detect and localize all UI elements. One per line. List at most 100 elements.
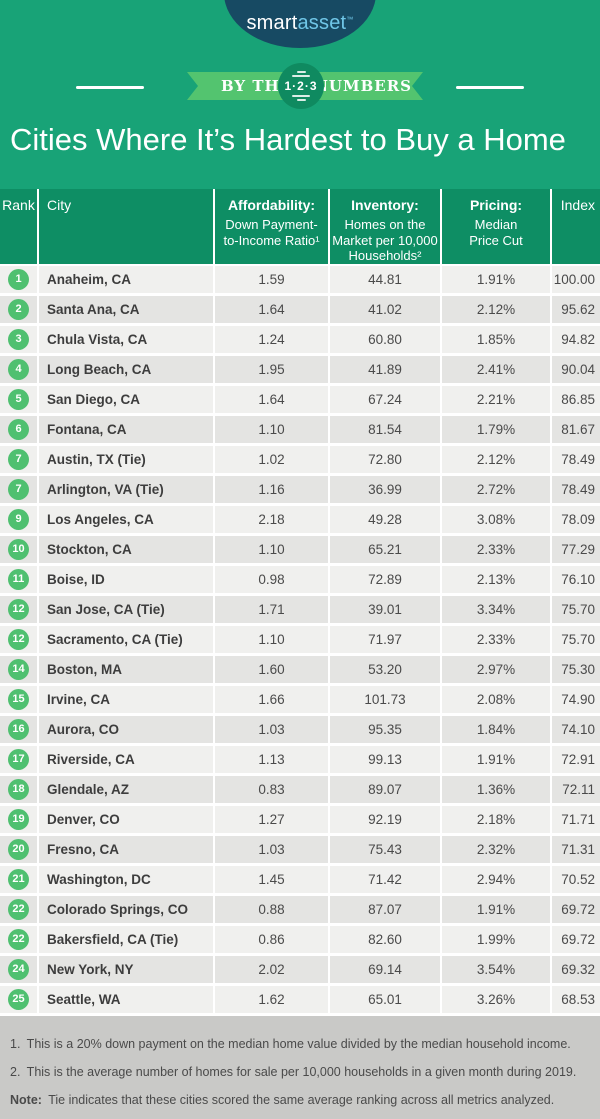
table-row: 5 San Diego, CA 1.64 67.24 2.21% 86.85 <box>0 386 600 413</box>
rank-badge: 5 <box>8 389 29 410</box>
cell-rank: 11 <box>0 566 39 593</box>
table-row: 6 Fontana, CA 1.10 81.54 1.79% 81.67 <box>0 416 600 443</box>
cell-index: 71.31 <box>552 836 600 863</box>
cell-index: 94.82 <box>552 326 600 353</box>
rank-badge: 20 <box>8 839 29 860</box>
cell-pricing: 2.13% <box>442 566 552 593</box>
table-row: 21 Washington, DC 1.45 71.42 2.94% 70.52 <box>0 866 600 893</box>
cell-pricing: 2.08% <box>442 686 552 713</box>
column-header-city: City <box>39 189 215 264</box>
cell-index: 95.62 <box>552 296 600 323</box>
cell-rank: 24 <box>0 956 39 983</box>
cell-rank: 4 <box>0 356 39 383</box>
footnotes-section: 1. This is a 20% down payment on the med… <box>0 1016 600 1119</box>
cell-pricing: 1.79% <box>442 416 552 443</box>
table-row: 9 Los Angeles, CA 2.18 49.28 3.08% 78.09 <box>0 506 600 533</box>
cell-index: 72.91 <box>552 746 600 773</box>
header-subline: Price Cut <box>469 232 523 248</box>
ribbon-text-left: BY THE <box>221 77 293 95</box>
cell-affordability: 0.83 <box>215 776 330 803</box>
cell-pricing: 2.41% <box>442 356 552 383</box>
cell-inventory: 60.80 <box>330 326 442 353</box>
cell-city: Washington, DC <box>39 866 215 893</box>
column-header-affordability: Affordability: Down Payment-to-Income Ra… <box>215 189 330 264</box>
table-row: 20 Fresno, CA 1.03 75.43 2.32% 71.31 <box>0 836 600 863</box>
cell-city: Fresno, CA <box>39 836 215 863</box>
cell-pricing: 3.34% <box>442 596 552 623</box>
cell-city: Sacramento, CA (Tie) <box>39 626 215 653</box>
column-header-pricing-label: Pricing: <box>469 197 523 213</box>
footnote-prefix: 2. <box>10 1065 21 1079</box>
column-header-rank: Rank <box>0 189 39 264</box>
cell-inventory: 72.80 <box>330 446 442 473</box>
cell-rank: 12 <box>0 596 39 623</box>
cell-affordability: 1.16 <box>215 476 330 503</box>
cell-city: Aurora, CO <box>39 716 215 743</box>
header-subline: to-Income Ratio¹ <box>223 232 320 248</box>
numbers-badge: 1·2·3 <box>278 63 324 109</box>
cell-rank: 5 <box>0 386 39 413</box>
cell-inventory: 99.13 <box>330 746 442 773</box>
badge-decoration-line <box>296 71 306 73</box>
footnote: 1. This is a 20% down payment on the med… <box>10 1037 571 1051</box>
rank-badge: 3 <box>8 329 29 350</box>
cell-city: Denver, CO <box>39 806 215 833</box>
cell-affordability: 1.03 <box>215 836 330 863</box>
cell-affordability: 1.60 <box>215 656 330 683</box>
footnote-prefix: Note: <box>10 1093 42 1107</box>
cell-rank: 2 <box>0 296 39 323</box>
smartasset-logo-text: smartasset™ <box>246 12 353 35</box>
cell-affordability: 1.10 <box>215 536 330 563</box>
header-subline: Market per 10,000 <box>332 232 438 248</box>
logo-word-smart: smart <box>246 12 298 34</box>
cell-pricing: 1.91% <box>442 896 552 923</box>
cell-inventory: 95.35 <box>330 716 442 743</box>
rank-badge: 12 <box>8 599 29 620</box>
rank-badge: 25 <box>8 989 29 1010</box>
cell-index: 69.72 <box>552 926 600 953</box>
badge-decoration-line <box>292 75 310 77</box>
cell-pricing: 3.54% <box>442 956 552 983</box>
cell-city: Anaheim, CA <box>39 266 215 293</box>
table-row: 7 Arlington, VA (Tie) 1.16 36.99 2.72% 78.49 <box>0 476 600 503</box>
table-row: 3 Chula Vista, CA 1.24 60.80 1.85% 94.82 <box>0 326 600 353</box>
table-row: 22 Colorado Springs, CO (Tie)0.8887.071.9… <box>0 896 600 944</box>
cell-pricing: 1.85% <box>442 326 552 353</box>
cell-inventory: 101.73 <box>330 686 442 713</box>
cell-pricing: 3.26% <box>442 986 552 1013</box>
cell-pricing: 1.36% <box>442 776 552 803</box>
cell-inventory: 87.07 <box>330 896 442 923</box>
header-subline: Households² <box>348 248 422 263</box>
cell-city: Chula Vista, CA <box>39 326 215 353</box>
table-row: 15 Irvine, CA 1.66 101.73 2.08% 74.90 <box>0 686 600 713</box>
cell-affordability: 1.95 <box>215 356 330 383</box>
cell-inventory: 92.19 <box>330 806 442 833</box>
cell-index: 68.53 <box>552 986 600 1013</box>
rank-badge: 19 <box>8 809 29 830</box>
cell-affordability: 1.10 <box>215 416 330 443</box>
table-row: 24 New York, NY 2.02 69.14 3.54% 69.32 <box>0 956 600 983</box>
cell-affordability: 1.45 <box>215 866 330 893</box>
rank-badge: 15 <box>8 689 29 710</box>
cell-index: 75.70 <box>552 596 600 623</box>
cell-inventory: 44.81 <box>330 266 442 293</box>
cell-inventory: 75.43 <box>330 836 442 863</box>
cell-affordability: 0.98 <box>215 566 330 593</box>
cell-pricing: 1.84% <box>442 716 552 743</box>
cell-index: 69.32 <box>552 956 600 983</box>
column-header-inventory-sub: Homes on the Market per 10,000 Households² <box>330 217 440 264</box>
rank-badge: 7 <box>8 479 29 500</box>
cell-city: San Jose, CA (Tie) <box>39 596 215 623</box>
cell-rank: 10 <box>0 536 39 563</box>
cell-inventory: 49.28 <box>330 506 442 533</box>
cell-inventory: 41.02 <box>330 296 442 323</box>
rank-badge: 14 <box>8 659 29 680</box>
cell-city: Irvine, CA <box>39 686 215 713</box>
table-row: 11 Boise, ID 0.98 72.89 2.13% 76.10 <box>0 566 600 593</box>
rank-badge: 1 <box>8 269 29 290</box>
rank-badge: 4 <box>8 359 29 380</box>
cell-affordability: 1.64 <box>215 386 330 413</box>
cell-inventory: 39.01 <box>330 596 442 623</box>
cell-city: Glendale, AZ <box>39 776 215 803</box>
column-header-inventory-label: Inventory: <box>351 197 419 213</box>
